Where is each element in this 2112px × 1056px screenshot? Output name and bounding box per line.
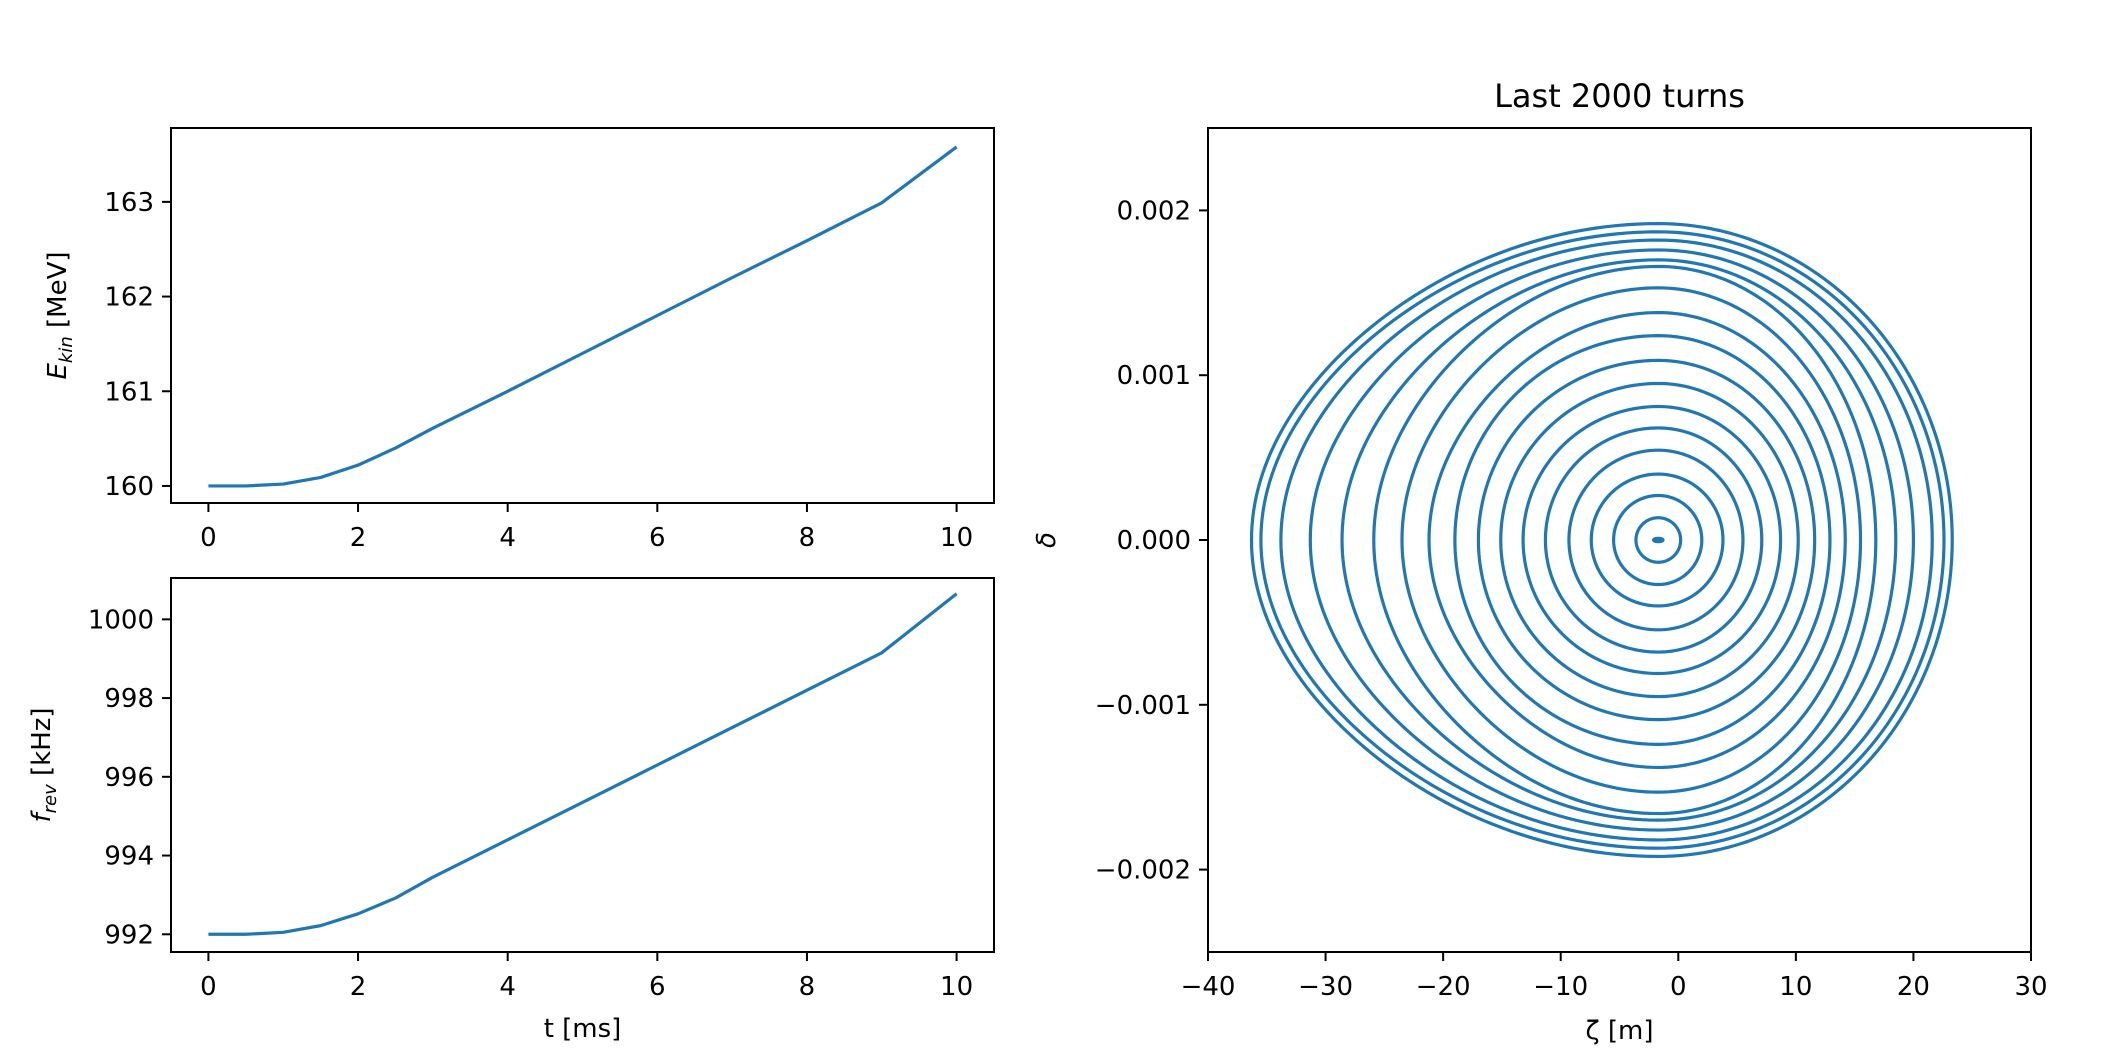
ekin-ticks-layer: 0 2 4 6 8 10 160 161 162 163 <box>104 188 973 553</box>
ekin-xtick-label: 0 <box>200 523 217 553</box>
frev-ticks-layer: 0 2 4 6 8 10 992 994 996 998 1000 <box>88 605 973 1002</box>
frev-series-line <box>208 592 958 936</box>
ekin-series-line <box>208 145 958 488</box>
frev-ytick-label: 998 <box>104 684 154 714</box>
ekin-xtick-label: 6 <box>649 523 666 553</box>
frev-series-layer <box>208 592 958 936</box>
phase-space-orbit <box>1453 334 1832 746</box>
phase-space-orbit <box>1589 472 1725 608</box>
phase-space-orbit <box>1372 264 1878 816</box>
phase-space-orbit <box>1259 230 1946 850</box>
frev-ytick-label: 994 <box>104 842 154 872</box>
ekin-series-layer <box>208 145 958 488</box>
ekin-ylabel: Ekin [MeV] <box>43 251 77 379</box>
frev-xtick-label: 2 <box>350 972 367 1002</box>
ekin-ytick-label: 163 <box>104 188 154 218</box>
frev-xtick-label: 10 <box>940 972 973 1002</box>
ekin-plot-frame <box>170 127 995 504</box>
phase-space-orbit <box>1634 516 1683 564</box>
frev-ytick-label: 1000 <box>88 605 154 635</box>
phase-space-ylabel: δ <box>1032 532 1062 548</box>
phase-space-xtick-label: −40 <box>1181 972 1236 1002</box>
ekin-xtick-label: 4 <box>499 523 516 553</box>
phase-space-orbit <box>1499 381 1800 699</box>
phase-space-orbit <box>1308 248 1916 832</box>
phase-space-orbit <box>1279 238 1934 842</box>
frev-xlabel: t [ms] <box>544 1014 622 1044</box>
phase-space-xlabel: ζ [m] <box>1585 1016 1653 1046</box>
phase-space-xtick-label: 10 <box>1779 972 1812 1002</box>
ekin-axes: 0 2 4 6 8 10 160 161 162 163 Ekin [MeV] <box>43 127 995 553</box>
frev-plot-frame <box>170 577 995 953</box>
phase-space-xtick-label: 0 <box>1670 972 1687 1002</box>
ekin-xtick-label: 8 <box>799 523 816 553</box>
phase-space-ticks-layer: −40 −30 −20 −10 0 10 20 30 −0.002 −0.001 0.000 0.00… <box>1095 196 2048 1002</box>
phase-space-ytick-label: 0.002 <box>1117 196 1191 226</box>
phase-space-xtick-label: −30 <box>1298 972 1353 1002</box>
phase-space-orbit <box>1476 358 1817 722</box>
phase-space-orbit <box>1543 426 1764 654</box>
frev-xtick-label: 0 <box>200 972 217 1002</box>
phase-space-ytick-label: −0.001 <box>1095 691 1191 721</box>
ekin-ytick-label: 161 <box>104 377 154 407</box>
frev-xtick-label: 4 <box>499 972 516 1002</box>
phase-space-orbit <box>1612 493 1704 587</box>
phase-space-ytick-label: −0.002 <box>1095 856 1191 886</box>
ekin-ytick-label: 162 <box>104 283 154 313</box>
phase-space-xtick-label: 30 <box>2014 972 2047 1002</box>
ekin-xtick-label: 10 <box>940 523 973 553</box>
frev-xtick-label: 6 <box>649 972 666 1002</box>
frev-ytick-label: 996 <box>104 763 154 793</box>
phase-space-orbit <box>1567 448 1745 632</box>
phase-space-orbit <box>1652 536 1665 544</box>
frev-ylabel: frev [kHz] <box>27 707 61 822</box>
phase-space-xtick-label: −10 <box>1533 972 1588 1002</box>
ekin-xtick-label: 2 <box>350 523 367 553</box>
phase-space-title: Last 2000 turns <box>1494 77 1745 115</box>
phase-space-orbit <box>1427 310 1847 770</box>
phase-space-orbit <box>1340 258 1898 822</box>
frev-axes: 0 2 4 6 8 10 992 994 996 998 1000 frev [kHz] t [ms… <box>27 577 995 1044</box>
phase-space-xtick-label: −20 <box>1416 972 1471 1002</box>
frev-ytick-label: 992 <box>104 920 154 950</box>
phase-space-xtick-label: 20 <box>1897 972 1930 1002</box>
phase-space-ytick-label: 0.001 <box>1117 361 1191 391</box>
ekin-ytick-label: 160 <box>104 472 154 502</box>
phase-space-ytick-label: 0.000 <box>1117 526 1191 556</box>
phase-space-series-layer <box>1249 221 1954 859</box>
phase-space-orbit <box>1400 286 1863 794</box>
phase-space-orbit <box>1249 221 1954 859</box>
phase-space-orbit <box>1521 404 1783 676</box>
frev-xtick-label: 8 <box>799 972 816 1002</box>
phase-space-axes: −40 −30 −20 −10 0 10 20 30 −0.002 −0.001 0.000 0.00… <box>1032 77 2048 1046</box>
